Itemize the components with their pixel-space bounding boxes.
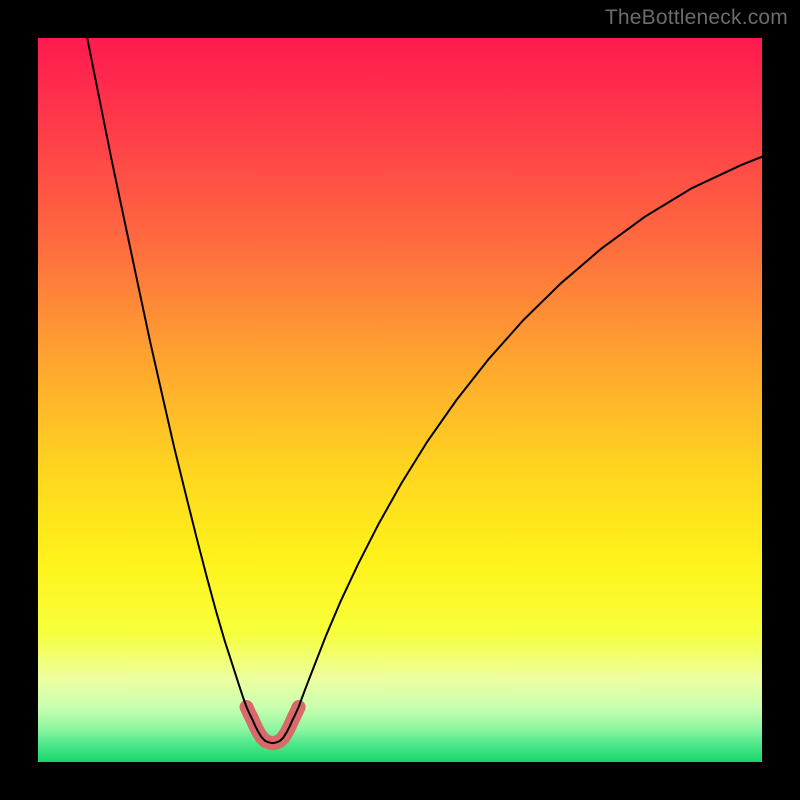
plot-svg — [38, 38, 762, 762]
plot-background — [38, 38, 762, 762]
watermark-text: TheBottleneck.com — [605, 6, 788, 30]
chart-root: TheBottleneck.com — [0, 0, 800, 800]
plot-area — [38, 38, 762, 762]
